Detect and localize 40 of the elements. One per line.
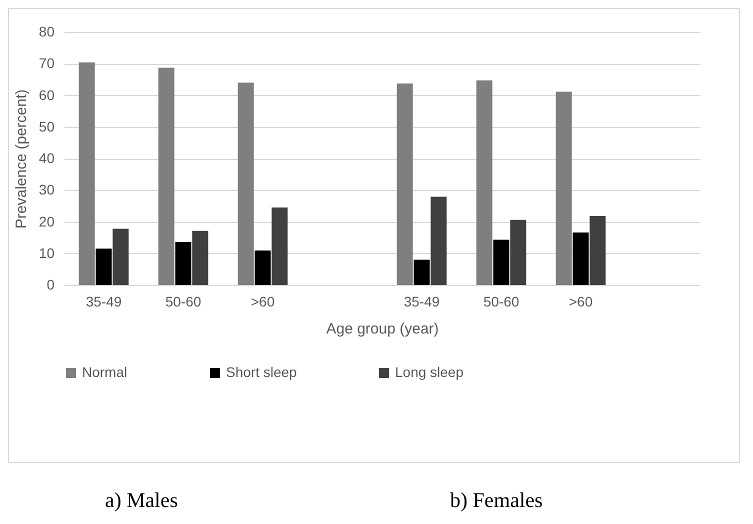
bar — [414, 260, 430, 285]
y-tick-label: 30 — [38, 182, 55, 198]
bar — [112, 228, 129, 285]
x-tick-label: 35-49 — [404, 294, 440, 310]
x-axis-title: Age group (year) — [326, 320, 439, 338]
bar — [476, 80, 492, 285]
bar — [572, 232, 589, 285]
bar — [78, 62, 95, 285]
x-tick-label: >60 — [568, 294, 593, 310]
x-tick-label: 35-49 — [86, 294, 122, 310]
bar — [192, 230, 208, 285]
y-tick-label: 60 — [38, 86, 55, 103]
bar — [175, 242, 192, 285]
bar — [254, 250, 271, 285]
legend-label: Long sleep — [395, 364, 464, 380]
bar — [396, 84, 413, 285]
y-tick-label: 20 — [38, 213, 55, 230]
y-tick-label: 50 — [38, 118, 55, 134]
y-axis-title: Prevalence (percent) — [12, 89, 30, 229]
y-tick-label: 70 — [38, 55, 55, 72]
x-tick-label: >60 — [250, 294, 275, 310]
bar — [510, 220, 526, 285]
bar — [272, 208, 288, 285]
x-tick-label: 50-60 — [165, 294, 202, 310]
y-tick-label: 80 — [38, 24, 55, 40]
bar — [96, 248, 112, 285]
text: b) Females — [450, 488, 543, 513]
x-tick-label: 50-60 — [483, 294, 520, 310]
y-tick-label: 0 — [46, 276, 55, 292]
text: a) Males — [105, 488, 178, 513]
bar — [493, 240, 510, 285]
bar — [238, 82, 254, 285]
bar — [590, 216, 606, 285]
bar — [430, 196, 447, 285]
legend-label: Normal — [82, 364, 128, 380]
bar — [158, 68, 174, 285]
y-tick-label: 10 — [38, 244, 55, 261]
bar — [556, 92, 572, 285]
y-tick-label: 40 — [38, 150, 55, 166]
legend-label: Short sleep — [226, 364, 298, 380]
